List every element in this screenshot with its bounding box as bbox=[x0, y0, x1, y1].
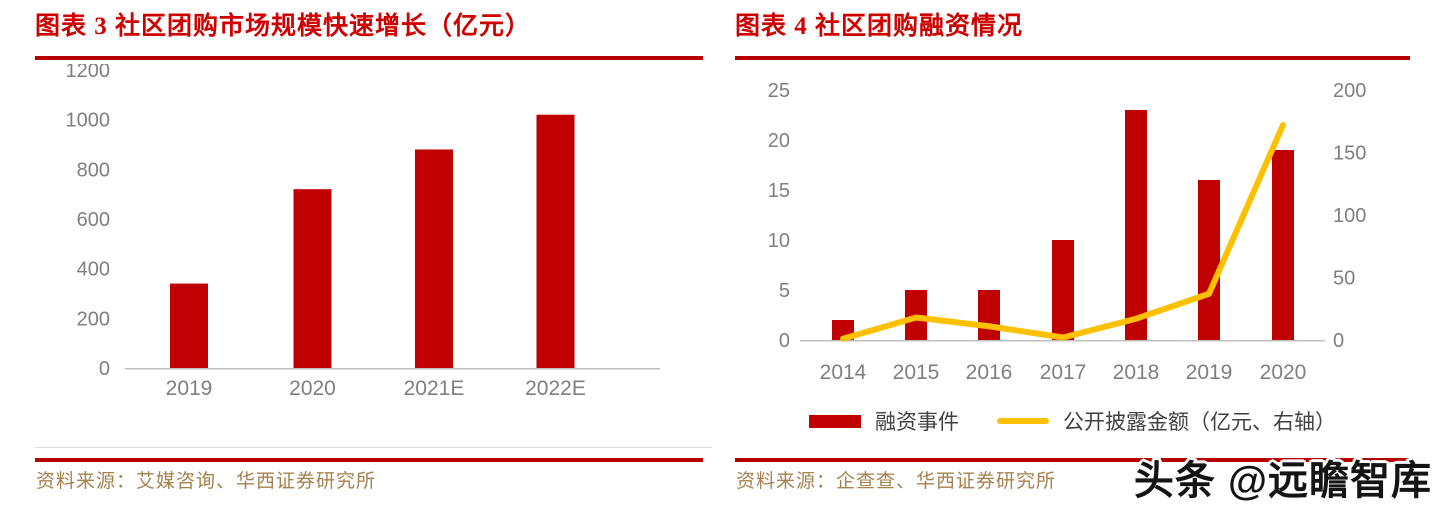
disclosed-amount-line bbox=[840, 122, 1286, 342]
watermark: 头条 @远瞻智库 bbox=[1132, 457, 1433, 505]
right-y-tick-label: 200 bbox=[1333, 80, 1366, 102]
figure4-source: 资料来源：企查查、华西证券研究所 bbox=[736, 471, 1057, 492]
y-axis-tick-label: 200 bbox=[77, 308, 110, 330]
x-axis-tick-label: 2017 bbox=[1040, 361, 1087, 384]
x-axis-tick-label: 2020 bbox=[289, 377, 336, 400]
y-axis-tick-label: 800 bbox=[77, 159, 110, 181]
bar-series-label: 融资事件 bbox=[875, 410, 959, 434]
bar-2022E bbox=[536, 114, 575, 368]
right-y-tick-label: 100 bbox=[1333, 205, 1366, 227]
bar-2017 bbox=[1052, 240, 1074, 340]
figure4-title: 图表 4 社区团购融资情况 bbox=[735, 13, 1024, 40]
left-y-tick-label: 10 bbox=[768, 230, 790, 252]
x-axis-tick-label: 2015 bbox=[893, 361, 940, 384]
y-axis-tick-label: 400 bbox=[77, 259, 110, 281]
x-axis-tick-label: 2021E bbox=[404, 377, 465, 400]
right-y-tick-label: 150 bbox=[1333, 143, 1366, 165]
financing-combo-chart: 0 5 10 15 20 25 0 50 100 150 200 2014 2015 2016 2017 20… bbox=[768, 80, 1367, 384]
x-axis-tick-label: 2022E bbox=[525, 377, 586, 400]
left-y-tick-label: 15 bbox=[768, 180, 790, 202]
line-series-swatch bbox=[997, 418, 1049, 424]
x-axis-tick-label: 2020 bbox=[1260, 361, 1307, 384]
y-axis-tick-label: 600 bbox=[77, 209, 110, 231]
left-y-tick-label: 0 bbox=[779, 330, 790, 352]
figure-financing: 图表 4 社区团购融资情况 0 5 10 15 20 25 0 50 100 150 200 2014… bbox=[735, 0, 1433, 508]
figure-market-size: 图表 3 社区团购市场规模快速增长（亿元） 1200 1000 800 600 400 2… bbox=[35, 0, 712, 508]
y-axis-tick-label: 1200 bbox=[66, 64, 111, 82]
y-axis-tick-label: 0 bbox=[99, 358, 110, 380]
chart-legend: 融资事件 公开披露金额（亿元、右轴） bbox=[735, 406, 1410, 436]
figure4-bottom-rule bbox=[735, 458, 1410, 462]
right-y-tick-label: 50 bbox=[1333, 268, 1355, 290]
left-y-tick-label: 25 bbox=[768, 80, 790, 102]
x-axis-tick-label: 2019 bbox=[1186, 361, 1233, 384]
right-y-tick-label: 0 bbox=[1333, 330, 1344, 352]
x-axis-tick-label: 2016 bbox=[966, 361, 1013, 384]
figure3-top-rule bbox=[35, 56, 703, 60]
line-series-label: 公开披露金额（亿元、右轴） bbox=[1063, 410, 1336, 434]
bar-2018 bbox=[1125, 110, 1147, 340]
figure3-bottom-rule bbox=[35, 458, 703, 462]
figure4-top-rule bbox=[735, 56, 1410, 60]
bar-2021E bbox=[415, 149, 453, 368]
x-axis-tick-label: 2019 bbox=[166, 377, 213, 400]
figure3-source: 资料来源：艾媒咨询、华西证券研究所 bbox=[36, 471, 377, 492]
bar-2020 bbox=[1272, 150, 1294, 340]
bar-2020 bbox=[293, 189, 332, 368]
bar-2019 bbox=[170, 283, 208, 368]
bar-series-swatch bbox=[809, 414, 861, 428]
x-axis-tick-label: 2014 bbox=[820, 361, 867, 384]
bar-2019 bbox=[1198, 180, 1220, 340]
x-axis-tick-label: 2018 bbox=[1113, 361, 1160, 384]
figure3-cell-border bbox=[35, 447, 712, 448]
bar-2016 bbox=[978, 290, 1000, 340]
figure3-title: 图表 3 社区团购市场规模快速增长（亿元） bbox=[35, 13, 532, 40]
y-axis-tick-label: 1000 bbox=[66, 110, 111, 132]
left-y-tick-label: 20 bbox=[768, 130, 790, 152]
left-y-tick-label: 5 bbox=[779, 280, 790, 302]
market-size-bar-chart: 1200 1000 800 600 400 200 0 2019 2020 2021E 2022E bbox=[66, 64, 660, 400]
